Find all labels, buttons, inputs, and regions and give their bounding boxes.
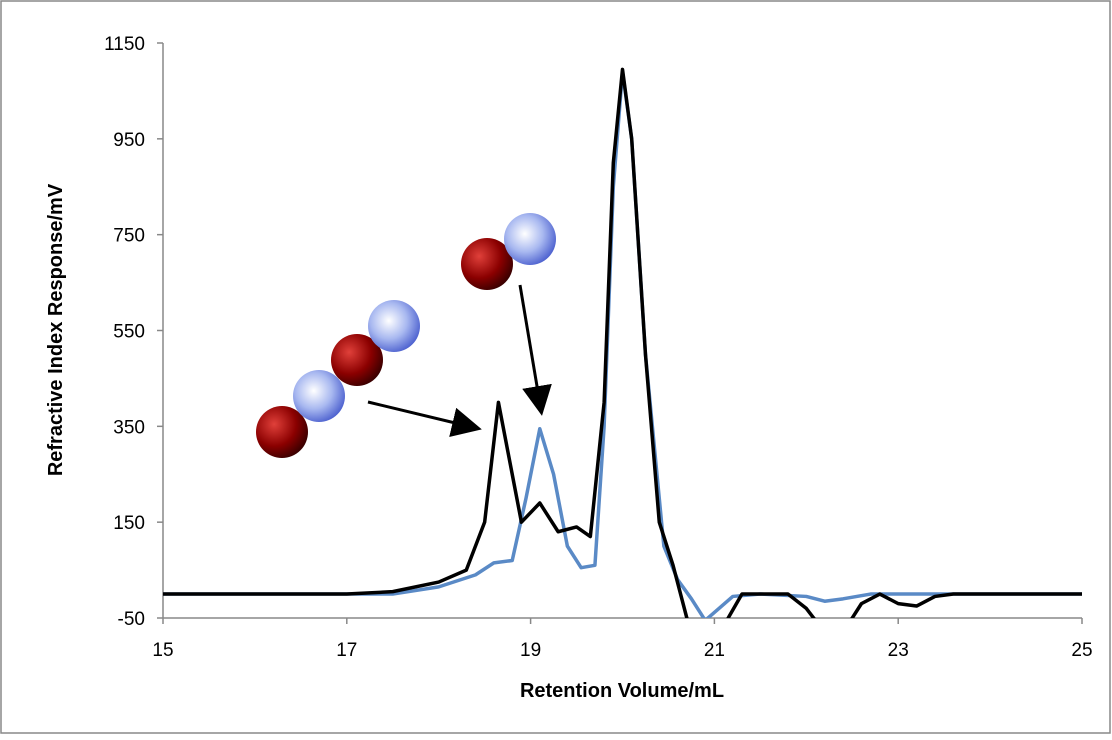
molecule-blue: [293, 370, 345, 422]
molecule-blue: [504, 213, 556, 265]
molecule-red: [331, 334, 383, 386]
y-tick-label: -50: [118, 609, 145, 630]
x-tick-label: 25: [1071, 640, 1092, 661]
x-axis-title: Retention Volume/mL: [520, 680, 724, 702]
series-line: [163, 67, 1082, 618]
y-tick-label: 750: [113, 226, 145, 247]
y-axis-title: Refractive Index Response/mV: [45, 183, 67, 476]
arrow: [518, 284, 552, 416]
y-tick-label: 550: [113, 322, 145, 343]
molecule-red: [256, 406, 308, 458]
x-tick-label: 21: [704, 640, 725, 661]
y-tick-label: 150: [113, 513, 145, 534]
molecule-blue: [368, 300, 420, 352]
y-tick-label: 950: [113, 130, 145, 151]
x-tick-label: 15: [152, 640, 173, 661]
annotation: [256, 213, 556, 458]
x-tick-label: 19: [520, 640, 541, 661]
plot-area: [163, 67, 1082, 618]
x-tick-label: 17: [336, 640, 357, 661]
y-tick-label: 350: [113, 417, 145, 438]
arrow: [367, 400, 482, 437]
x-tick-label: 23: [888, 640, 909, 661]
molecule-red: [461, 238, 513, 290]
y-tick-label: 1150: [104, 34, 145, 55]
